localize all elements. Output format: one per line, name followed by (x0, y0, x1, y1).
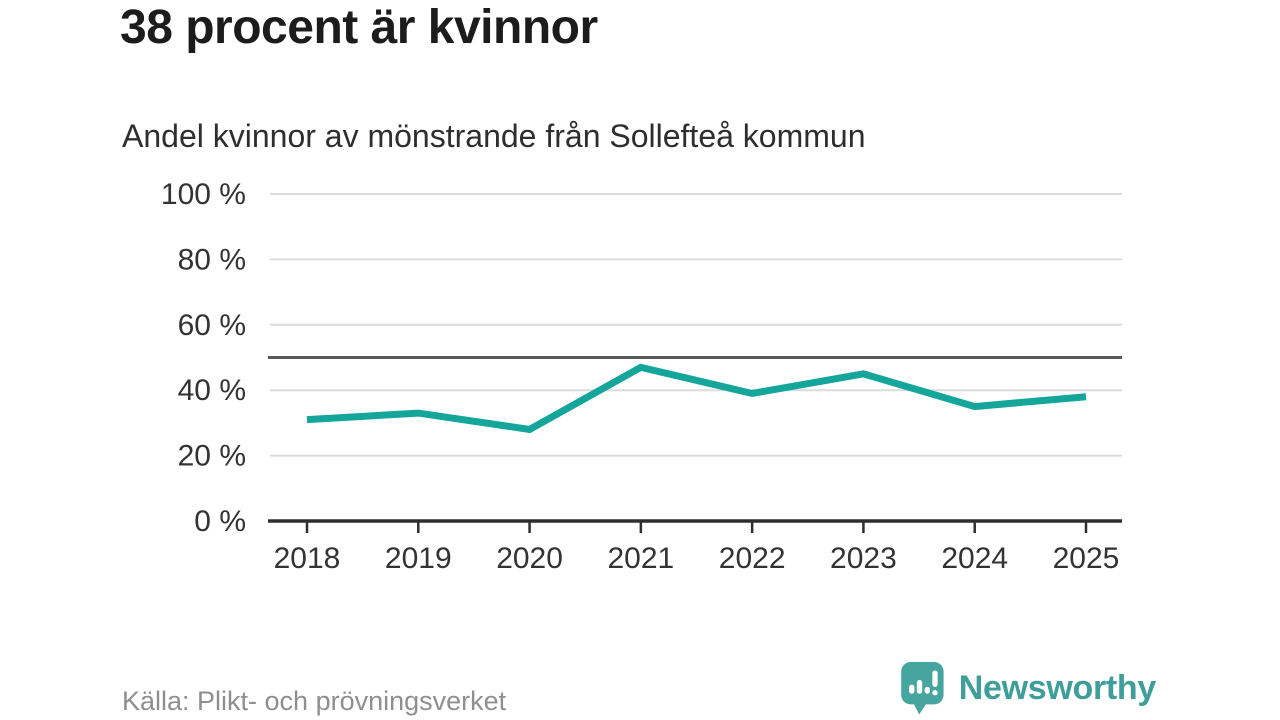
x-axis-tick-label: 2025 (1053, 542, 1120, 575)
y-axis-tick-label: 40 % (178, 374, 246, 407)
source-text: Källa: Plikt- och prövningsverket (122, 686, 507, 716)
newsworthy-logo-text: Newsworthy (958, 669, 1157, 707)
newsworthy-logo-icon (900, 662, 944, 715)
y-axis-tick-label: 0 % (194, 505, 246, 538)
x-axis-tick-label: 2022 (719, 542, 786, 575)
chart-subtitle: Andel kvinnor av mönstrande från Solleft… (122, 118, 866, 154)
y-axis-tick-label: 20 % (178, 440, 246, 473)
newsworthy-logo: Newsworthy (900, 662, 1157, 715)
x-axis-tick-label: 2021 (607, 542, 674, 575)
x-axis-tick-label: 2020 (496, 542, 563, 575)
y-axis-tick-label: 80 % (178, 243, 246, 276)
y-axis-tick-label: 100 % (161, 178, 246, 211)
x-axis-tick-label: 2019 (385, 542, 452, 575)
x-axis-tick-label: 2024 (941, 542, 1008, 575)
x-axis-tick-label: 2018 (274, 542, 341, 575)
x-axis-tick-label: 2023 (830, 542, 897, 575)
chart-title: 38 procent är kvinnor (120, 1, 598, 54)
data-line-andel-kvinnor (306, 363, 1087, 434)
y-axis-tick-label: 60 % (178, 309, 246, 342)
